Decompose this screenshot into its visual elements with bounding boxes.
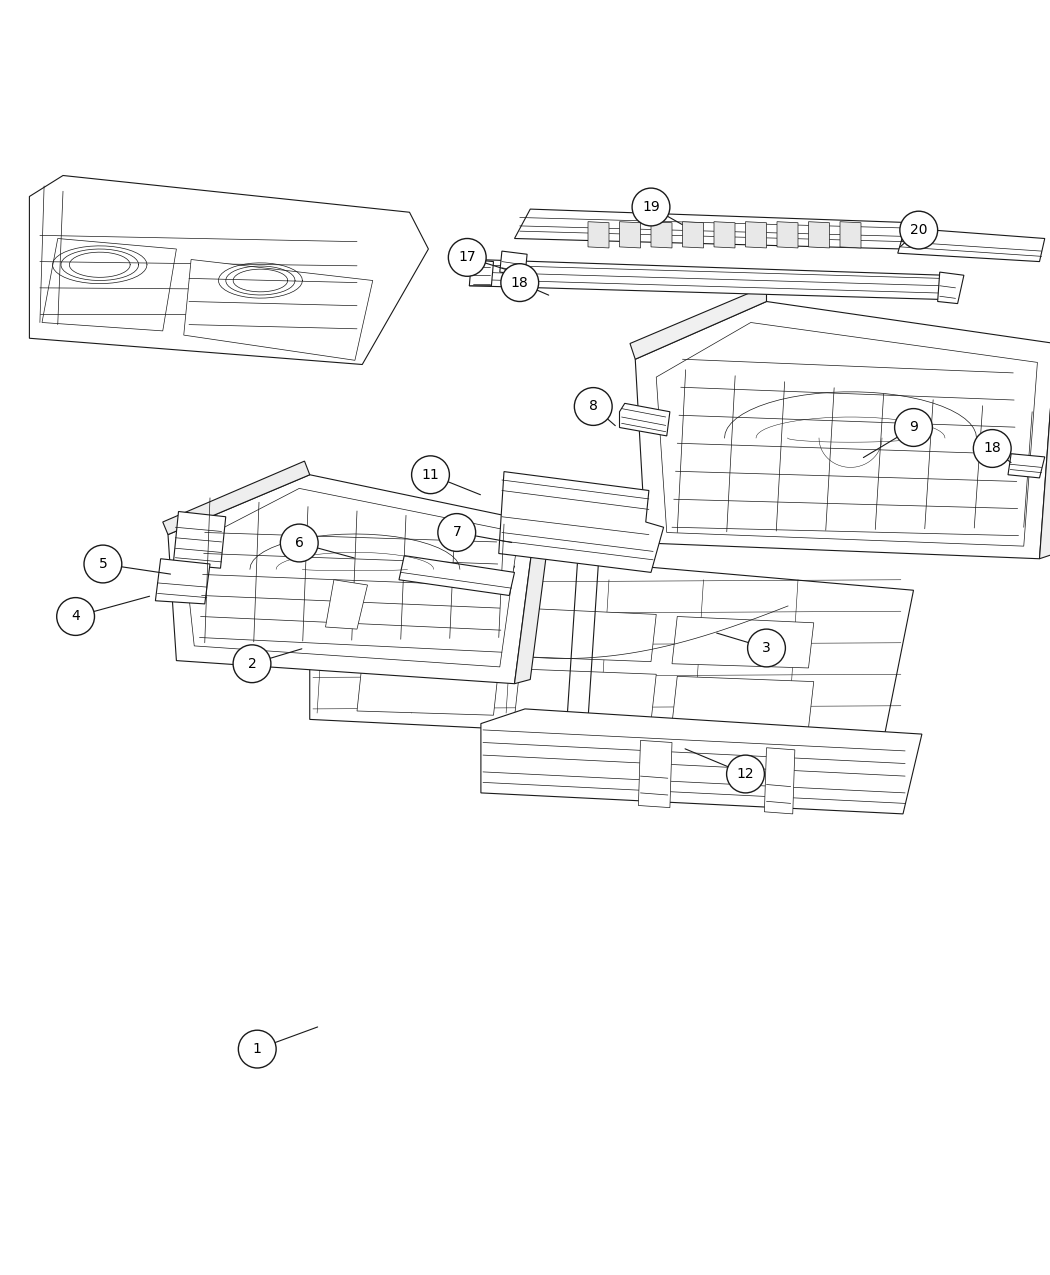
Circle shape bbox=[895, 408, 932, 446]
Circle shape bbox=[973, 430, 1011, 468]
Polygon shape bbox=[500, 251, 527, 275]
Text: 2: 2 bbox=[248, 657, 256, 671]
Polygon shape bbox=[938, 272, 964, 303]
Text: 18: 18 bbox=[511, 275, 528, 289]
Text: 8: 8 bbox=[589, 399, 597, 413]
Polygon shape bbox=[764, 747, 795, 813]
Polygon shape bbox=[469, 260, 494, 286]
Circle shape bbox=[57, 598, 94, 635]
Polygon shape bbox=[808, 222, 830, 247]
Polygon shape bbox=[29, 176, 428, 365]
Circle shape bbox=[632, 189, 670, 226]
Text: 1: 1 bbox=[253, 1042, 261, 1056]
Text: 3: 3 bbox=[762, 641, 771, 655]
Polygon shape bbox=[682, 222, 704, 247]
Polygon shape bbox=[173, 511, 226, 569]
Circle shape bbox=[438, 514, 476, 551]
Polygon shape bbox=[42, 238, 176, 332]
Polygon shape bbox=[1040, 338, 1050, 558]
Polygon shape bbox=[1008, 454, 1045, 478]
Polygon shape bbox=[714, 222, 735, 247]
Circle shape bbox=[574, 388, 612, 426]
Polygon shape bbox=[499, 472, 664, 572]
Text: 19: 19 bbox=[643, 200, 659, 214]
Polygon shape bbox=[481, 709, 922, 813]
Polygon shape bbox=[310, 553, 914, 747]
Polygon shape bbox=[514, 209, 914, 249]
Polygon shape bbox=[638, 741, 672, 807]
Polygon shape bbox=[184, 260, 373, 361]
Circle shape bbox=[727, 755, 764, 793]
Polygon shape bbox=[656, 323, 1037, 546]
Polygon shape bbox=[672, 676, 814, 728]
Polygon shape bbox=[155, 558, 210, 604]
Circle shape bbox=[280, 524, 318, 562]
Text: 12: 12 bbox=[737, 768, 754, 782]
Circle shape bbox=[900, 212, 938, 249]
Polygon shape bbox=[840, 222, 861, 247]
Polygon shape bbox=[357, 599, 499, 654]
Polygon shape bbox=[672, 617, 814, 668]
Circle shape bbox=[748, 629, 785, 667]
Polygon shape bbox=[357, 662, 499, 715]
Polygon shape bbox=[620, 403, 670, 436]
Circle shape bbox=[84, 546, 122, 583]
Polygon shape bbox=[469, 260, 945, 300]
Text: 4: 4 bbox=[71, 609, 80, 623]
Circle shape bbox=[233, 645, 271, 682]
Polygon shape bbox=[898, 228, 1045, 261]
Polygon shape bbox=[514, 608, 656, 662]
Polygon shape bbox=[746, 222, 766, 247]
Polygon shape bbox=[514, 516, 551, 683]
Polygon shape bbox=[651, 222, 672, 247]
Polygon shape bbox=[399, 556, 514, 595]
Polygon shape bbox=[514, 669, 656, 722]
Polygon shape bbox=[588, 222, 609, 247]
Polygon shape bbox=[326, 580, 368, 629]
Text: 5: 5 bbox=[99, 557, 107, 571]
Circle shape bbox=[412, 456, 449, 493]
Text: 11: 11 bbox=[422, 468, 439, 482]
Polygon shape bbox=[635, 301, 1050, 558]
Text: 6: 6 bbox=[295, 536, 303, 550]
Polygon shape bbox=[163, 462, 310, 534]
Text: 20: 20 bbox=[910, 223, 927, 237]
Polygon shape bbox=[777, 222, 798, 247]
Polygon shape bbox=[630, 286, 766, 360]
Text: 17: 17 bbox=[459, 250, 476, 264]
Text: 9: 9 bbox=[909, 421, 918, 435]
Circle shape bbox=[238, 1030, 276, 1068]
Text: 18: 18 bbox=[984, 441, 1001, 455]
Text: 7: 7 bbox=[453, 525, 461, 539]
Circle shape bbox=[501, 264, 539, 301]
Circle shape bbox=[448, 238, 486, 277]
Polygon shape bbox=[326, 546, 514, 593]
Polygon shape bbox=[184, 488, 519, 667]
Polygon shape bbox=[620, 222, 640, 247]
Polygon shape bbox=[168, 474, 536, 683]
